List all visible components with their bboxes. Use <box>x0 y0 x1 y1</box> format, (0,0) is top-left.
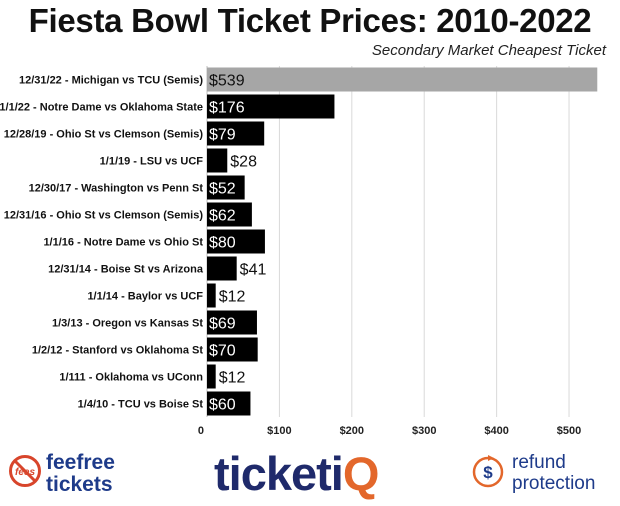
category-label: 12/31/14 - Boise St vs Arizona <box>48 264 204 276</box>
data-label: $70 <box>209 343 236 360</box>
bar <box>207 283 216 308</box>
x-tick-label: $500 <box>557 425 581 437</box>
data-label: $539 <box>209 73 245 90</box>
data-label: $62 <box>209 208 236 225</box>
category-label: 1/111 - Oklahoma vs UConn <box>59 372 203 384</box>
x-tick-label: $200 <box>340 425 364 437</box>
bar-chart: 0 $100 $200 $300 $400 $500 12/31/22 - Michigan… <box>0 66 598 437</box>
category-label: 12/31/16 - Ohio St vs Clemson (Semis) <box>4 210 204 222</box>
refund-icon-text: $ <box>483 463 493 482</box>
bar <box>207 94 335 119</box>
refund-icon: $ <box>472 455 504 488</box>
category-label: 12/28/19 - Ohio St vs Clemson (Semis) <box>4 129 204 141</box>
bar <box>207 391 251 416</box>
x-tick-label: $400 <box>484 425 508 437</box>
ticketiq-main: ticketi <box>214 447 344 500</box>
refund-logo: refund protection <box>512 452 595 494</box>
bar <box>207 310 257 335</box>
category-label: 1/1/16 - Notre Dame vs Ohio St <box>43 237 203 249</box>
bar <box>207 229 265 254</box>
data-label: $12 <box>219 289 246 306</box>
bar <box>207 364 216 389</box>
bar <box>207 256 237 281</box>
category-label: 1/3/13 - Oregon vs Kansas St <box>52 318 203 330</box>
refund-line2: protection <box>512 473 596 494</box>
data-label: $80 <box>209 235 236 252</box>
category-label: 12/30/17 - Washington vs Penn St <box>29 183 204 195</box>
data-label: $79 <box>209 127 236 144</box>
category-label: 1/4/10 - TCU vs Boise St <box>78 399 204 411</box>
category-label: 1/1/14 - Baylor vs UCF <box>87 291 203 303</box>
x-tick-label: $300 <box>412 425 436 437</box>
bar <box>207 202 252 227</box>
feefree-logo: feefree tickets <box>46 452 115 496</box>
data-label: $60 <box>209 397 236 414</box>
data-label: $12 <box>219 370 246 387</box>
chart-subtitle: Secondary Market Cheapest Ticket <box>371 42 606 59</box>
feefree-line1: feefree <box>46 451 115 474</box>
bar <box>207 67 598 92</box>
ticketiq-logo: ticketiQ <box>214 446 380 501</box>
bar <box>207 148 228 173</box>
no-fees-icon: fees <box>9 455 41 487</box>
footer-logos: fees feefree tickets ticketiQ $ refund p… <box>0 446 620 506</box>
refund-line1: refund <box>512 452 566 473</box>
ticketiq-q: Q <box>342 447 380 500</box>
x-tick-label: 0 <box>198 425 204 437</box>
data-label: $41 <box>240 262 267 279</box>
category-label: 1/2/12 - Stanford vs Oklahoma St <box>32 345 204 357</box>
category-label: 1/1/22 - Notre Dame vs Oklahoma State <box>0 102 203 114</box>
feefree-line2: tickets <box>46 473 113 496</box>
bar <box>207 121 265 146</box>
x-tick-label: $100 <box>267 425 291 437</box>
category-label: 12/31/22 - Michigan vs TCU (Semis) <box>19 75 203 87</box>
data-label: $176 <box>209 100 245 117</box>
bar <box>207 175 245 200</box>
category-label: 1/1/19 - LSU vs UCF <box>100 156 204 168</box>
chart-title: Fiesta Bowl Ticket Prices: 2010-2022 <box>28 2 592 39</box>
data-label: $28 <box>230 154 257 171</box>
bar <box>207 337 258 362</box>
data-label: $52 <box>209 181 236 198</box>
data-label: $69 <box>209 316 236 333</box>
